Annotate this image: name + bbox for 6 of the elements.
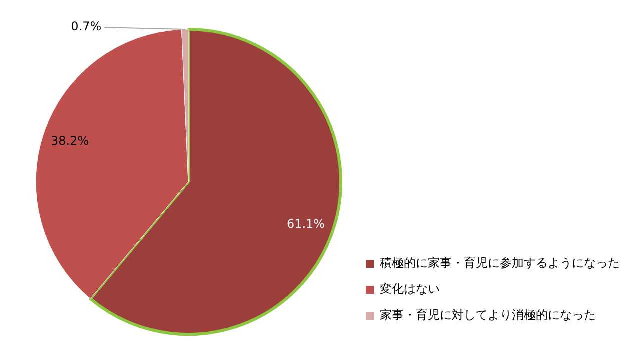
legend-label: 家事・育児に対してより消極的になった (380, 308, 596, 322)
data-label: 38.2% (51, 134, 90, 148)
data-label: 61.1% (286, 216, 326, 231)
data-label: 0.7% (71, 20, 102, 34)
legend-label: 積極的に家事・育児に参加するようになった (380, 256, 620, 270)
legend-label: 変化はない (380, 282, 440, 296)
